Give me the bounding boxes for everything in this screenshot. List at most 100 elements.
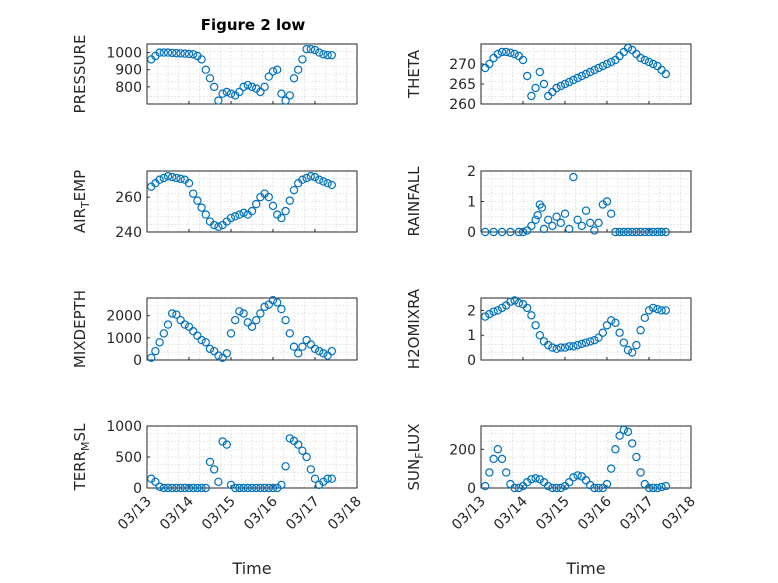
data-point (514, 298, 524, 308)
data-point (167, 483, 177, 493)
y-tick-label: 260 (115, 190, 142, 206)
data-point (611, 227, 620, 237)
x-axis-label: Time (565, 559, 605, 578)
data-point (586, 218, 595, 228)
data-point (602, 197, 612, 206)
data-point (184, 322, 194, 331)
data-point (214, 222, 223, 231)
data-point (548, 343, 557, 352)
data-point (485, 309, 494, 319)
data-point (623, 43, 633, 53)
data-point (172, 310, 181, 319)
data-point (649, 483, 658, 493)
x-tick-label: 03/14 (157, 493, 197, 533)
data-point (285, 196, 294, 205)
data-point (306, 465, 315, 474)
data-point (319, 50, 328, 59)
data-point (636, 227, 645, 237)
data-point (493, 445, 502, 454)
data-point (569, 342, 578, 351)
data-point (565, 477, 574, 487)
data-point (302, 173, 311, 183)
axes-frame (146, 43, 358, 105)
data-point (197, 55, 206, 64)
y-axis-label: AIRTEMP (71, 170, 92, 233)
data-point (256, 309, 265, 318)
x-tick-label: 03/13 (449, 494, 489, 534)
data-point (247, 206, 257, 216)
data-point (497, 47, 507, 57)
data-point (281, 96, 290, 105)
data-point (531, 83, 540, 93)
y-tick-label: 0 (133, 353, 142, 369)
data-point (573, 73, 582, 83)
data-point (607, 209, 616, 218)
data-point (201, 210, 210, 219)
data-point (533, 211, 542, 220)
x-tick-label: 03/18 (659, 494, 699, 534)
y-tick-label: 265 (449, 77, 476, 93)
y-axis-label: THETA (405, 49, 423, 99)
data-point (531, 321, 540, 330)
data-point (302, 452, 311, 462)
data-point (653, 304, 662, 314)
data-point (289, 185, 299, 195)
x-tick-label: 03/17 (283, 494, 323, 534)
data-point (167, 48, 177, 58)
data-point (657, 227, 666, 237)
data-point (315, 48, 324, 57)
axes-frame (146, 297, 358, 361)
y-axis-label: H2OMIXRA (405, 288, 423, 369)
data-point (310, 344, 320, 354)
axes-frame (480, 425, 692, 489)
data-point (489, 307, 498, 316)
data-point (489, 454, 498, 464)
data-point (590, 335, 599, 345)
panel-sun-flux: 0 200 03/13 03/14 03/15 03/16 03/17 03/18 SUNFLU… (405, 424, 699, 534)
data-point (239, 208, 248, 218)
data-point (556, 218, 566, 228)
data-point (155, 482, 164, 491)
data-point (180, 49, 189, 58)
data-point (268, 483, 278, 493)
data-point (180, 320, 189, 329)
data-point (252, 315, 261, 325)
data-point (518, 227, 528, 237)
data-point (306, 172, 315, 181)
data-point (281, 315, 290, 325)
data-point (619, 227, 629, 237)
data-point (565, 224, 574, 234)
data-point (548, 221, 557, 231)
data-point (264, 72, 273, 81)
data-point (298, 55, 307, 64)
data-point (306, 44, 315, 54)
data-point (661, 227, 671, 237)
data-point (531, 474, 540, 483)
data-point (197, 483, 206, 493)
data-point (632, 340, 641, 350)
data-point (285, 329, 294, 338)
data-point (523, 226, 532, 235)
data-point (615, 328, 624, 337)
data-point (523, 303, 532, 313)
data-point (569, 75, 578, 85)
data-point (560, 79, 570, 89)
data-point (193, 483, 202, 493)
data-point (222, 440, 231, 449)
data-point (569, 473, 578, 482)
x-tick-label: 03/17 (617, 494, 657, 534)
y-tick-label: 1 (467, 195, 476, 211)
data-point (155, 175, 164, 184)
data-point (172, 49, 181, 58)
data-point (590, 226, 599, 235)
data-point (167, 309, 177, 318)
data-point (239, 309, 248, 318)
data-point (649, 227, 658, 237)
data-point (552, 212, 561, 221)
data-point (247, 483, 257, 493)
y-tick-label: 1000 (106, 419, 142, 435)
data-point (163, 48, 173, 57)
data-point (184, 483, 194, 493)
